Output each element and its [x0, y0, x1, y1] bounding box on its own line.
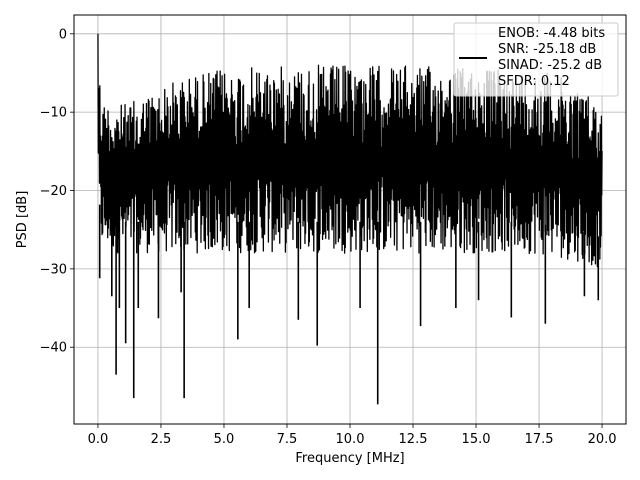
x-tick-label: 0.0	[88, 432, 109, 447]
legend: ENOB: -4.48 bits SNR: -25.18 dB SINAD: -…	[453, 22, 619, 97]
legend-entry-snr: SNR: -25.18 dB	[498, 42, 596, 57]
y-axis: 0 −10 −20 −30 −40	[40, 27, 74, 356]
y-tick-label: −10	[40, 106, 67, 121]
legend-entry-sinad: SINAD: -25.2 dB	[498, 58, 602, 73]
legend-entry-sfdr: SFDR: 0.12	[498, 74, 570, 89]
legend-box	[453, 22, 619, 97]
x-tick-label: 2.5	[151, 432, 172, 447]
legend-entry-enob: ENOB: -4.48 bits	[498, 26, 605, 41]
x-tick-label: 17.5	[525, 432, 554, 447]
y-tick-label: −30	[40, 262, 67, 277]
x-tick-label: 20.0	[588, 432, 617, 447]
y-axis-title: PSD [dB]	[15, 191, 30, 249]
plot-area	[97, 33, 603, 405]
x-tick-label: 7.5	[277, 432, 298, 447]
x-axis: 0.0 2.5 5.0 7.5 10.0 12.5 15.0 17.5 20.0	[88, 424, 617, 447]
y-tick-label: −20	[40, 184, 67, 199]
y-tick-label: 0	[59, 27, 67, 42]
x-tick-label: 5.0	[214, 432, 235, 447]
x-tick-label: 15.0	[462, 432, 491, 447]
x-tick-label: 12.5	[399, 432, 428, 447]
x-tick-label: 10.0	[336, 432, 365, 447]
x-axis-title: Frequency [MHz]	[295, 451, 404, 466]
psd-series-line	[97, 33, 603, 268]
y-tick-label: −40	[40, 341, 67, 356]
